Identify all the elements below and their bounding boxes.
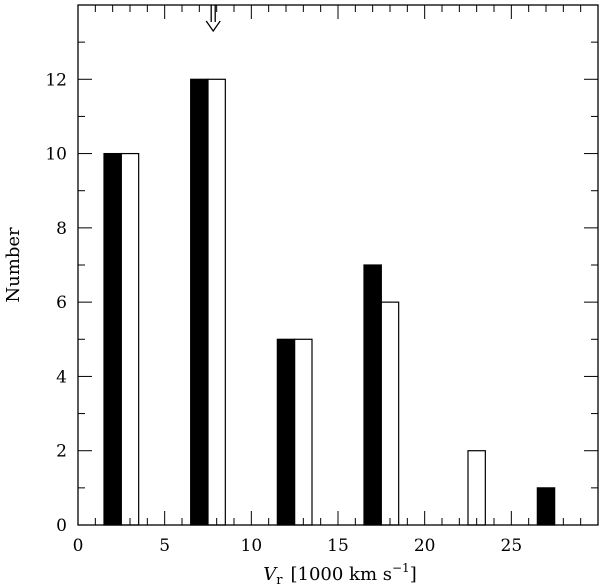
y-tick-label: 10 <box>45 145 67 165</box>
filled-bar-2 <box>276 338 296 526</box>
bars-layer <box>103 78 556 526</box>
arrow-shape <box>205 5 221 33</box>
x-tick-label: 20 <box>414 536 436 556</box>
y-tick-label: 6 <box>56 293 67 313</box>
x-tick-label: 5 <box>159 536 170 556</box>
y-axis-label: Number <box>3 227 24 303</box>
open-bar-2 <box>294 338 313 526</box>
open-bar-4 <box>467 450 486 526</box>
y-tick-label: 4 <box>56 367 67 387</box>
y-tick-label: 2 <box>56 442 67 462</box>
ticks-layer <box>77 4 599 526</box>
y-tick-label: 0 <box>56 516 67 536</box>
down-arrow-marker <box>205 5 221 33</box>
filled-bar-1 <box>190 78 209 526</box>
x-tick-label: 0 <box>73 536 84 556</box>
x-axis-label-superscript: −1 <box>392 561 410 575</box>
filled-bar-3 <box>363 264 382 526</box>
y-tick-label: 12 <box>45 70 67 90</box>
open-bar-3 <box>380 301 400 526</box>
tick-labels-layer: 0 5 10 15 20 25 0 2 4 6 8 10 12 <box>45 70 522 556</box>
x-axis-label-symbol: V <box>263 564 278 585</box>
x-axis-label-units: [1000 km s <box>290 564 392 585</box>
x-axis-label-subscript: r <box>276 573 283 588</box>
open-bar-1 <box>207 78 226 526</box>
x-axis-label: Vr [1000 km s−1] <box>263 561 416 588</box>
filled-bar-0 <box>103 152 122 526</box>
x-tick-label: 10 <box>241 536 263 556</box>
open-bar-0 <box>120 152 140 526</box>
x-tick-label: 25 <box>501 536 523 556</box>
x-tick-label: 15 <box>327 536 349 556</box>
annotations-layer <box>205 5 221 33</box>
x-axis-label-bracket: ] <box>410 564 417 585</box>
y-tick-label: 8 <box>56 219 67 239</box>
plot-frame <box>77 4 599 526</box>
